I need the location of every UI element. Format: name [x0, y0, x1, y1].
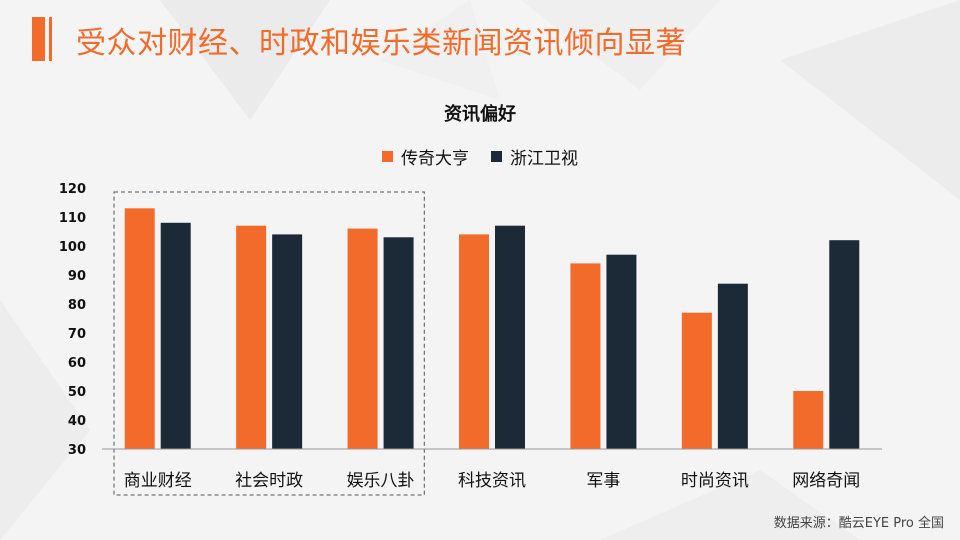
legend-swatch-series-2: [491, 151, 502, 162]
bar-series-2: [272, 234, 303, 449]
x-category-label: 娱乐八卦: [347, 471, 415, 491]
y-tick-label: 60: [68, 356, 86, 371]
chart-title: 资讯偏好: [444, 104, 516, 125]
bar-series-1: [681, 312, 712, 449]
data-source-note: 数据来源：酷云EYE Pro 全国: [773, 516, 944, 531]
bar-series-2: [495, 225, 525, 449]
legend-swatch-series-1: [382, 151, 393, 162]
bar-series-2: [717, 283, 748, 449]
bar-series-1: [793, 391, 824, 449]
bar-series-1: [570, 263, 601, 449]
x-category-label: 军事: [586, 471, 620, 491]
legend-label-series-1: 传奇大亨: [401, 149, 469, 169]
bar-series-2: [383, 237, 414, 449]
bar-series-2: [606, 254, 637, 449]
y-tick-label: 50: [68, 385, 86, 400]
y-tick-label: 80: [68, 298, 86, 313]
legend-item-series-2: 浙江卫视: [491, 144, 578, 169]
x-category-label: 时尚资讯: [681, 471, 749, 491]
y-tick-label: 110: [59, 211, 86, 226]
title-accent-bar-thick: [32, 17, 45, 61]
highlight-box: [113, 191, 425, 496]
y-tick-label: 120: [59, 182, 86, 197]
title-accent-bar-thin: [49, 17, 52, 61]
legend-label-series-2: 浙江卫视: [510, 149, 578, 169]
slide-title: 受众对财经、时政和娱乐类新闻资讯倾向显著: [76, 26, 686, 61]
x-category-label: 商业财经: [124, 471, 192, 491]
x-category-label: 科技资讯: [458, 471, 526, 491]
bar-series-1: [124, 208, 155, 449]
y-tick-label: 40: [68, 414, 86, 429]
y-tick-label: 70: [68, 327, 86, 342]
chart-legend: 传奇大亨 浙江卫视: [0, 144, 960, 169]
bar-series-2: [829, 240, 860, 449]
y-tick-label: 100: [59, 240, 86, 255]
y-tick-label: 30: [68, 443, 86, 458]
x-category-label: 社会时政: [235, 471, 303, 491]
legend-item-series-1: 传奇大亨: [382, 144, 469, 169]
y-tick-label: 90: [68, 269, 86, 284]
bar-series-2: [160, 222, 191, 449]
bar-series-1: [236, 225, 267, 449]
x-category-label: 网络奇闻: [792, 471, 860, 491]
bar-series-1: [347, 228, 378, 449]
bar-series-1: [459, 234, 489, 449]
